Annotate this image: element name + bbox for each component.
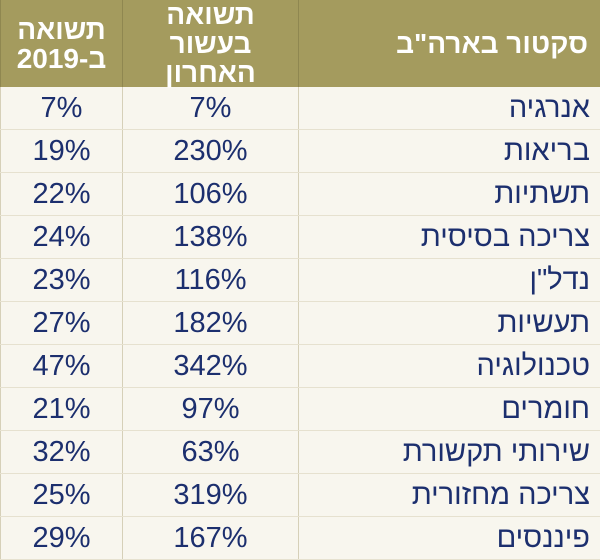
return-2019-cell: 7% xyxy=(1,87,123,130)
decade-return-cell: 106% xyxy=(123,173,299,216)
decade-return-cell: 97% xyxy=(123,388,299,431)
header-2019-return: תשואה ב-2019 xyxy=(1,0,123,87)
header-sector: סקטור בארה"ב xyxy=(299,0,600,87)
decade-return-cell: 116% xyxy=(123,259,299,302)
sector-cell: שירותי תקשורת xyxy=(299,431,600,474)
decade-return-cell: 7% xyxy=(123,87,299,130)
decade-return-cell: 182% xyxy=(123,302,299,345)
sector-cell: צריכה בסיסית xyxy=(299,216,600,259)
sector-cell: בריאות xyxy=(299,130,600,173)
sector-cell: נדל"ן xyxy=(299,259,600,302)
sector-cell: תשתיות xyxy=(299,173,600,216)
header-decade-return: תשואה בעשור האחרון xyxy=(123,0,299,87)
return-2019-cell: 22% xyxy=(1,173,123,216)
sector-cell: פיננסים xyxy=(299,517,600,560)
return-2019-cell: 47% xyxy=(1,345,123,388)
header-row: סקטור בארה"ב תשואה בעשור האחרון תשואה ב-… xyxy=(1,0,600,87)
decade-return-cell: 138% xyxy=(123,216,299,259)
return-2019-cell: 23% xyxy=(1,259,123,302)
decade-return-cell: 342% xyxy=(123,345,299,388)
sector-cell: תעשיות xyxy=(299,302,600,345)
decade-return-cell: 319% xyxy=(123,474,299,517)
return-2019-cell: 21% xyxy=(1,388,123,431)
return-2019-cell: 29% xyxy=(1,517,123,560)
return-2019-cell: 32% xyxy=(1,431,123,474)
decade-return-cell: 63% xyxy=(123,431,299,474)
return-2019-cell: 25% xyxy=(1,474,123,517)
sector-cell: טכנולוגיה xyxy=(299,345,600,388)
sector-cell: צריכה מחזורית xyxy=(299,474,600,517)
return-2019-cell: 19% xyxy=(1,130,123,173)
return-2019-cell: 27% xyxy=(1,302,123,345)
decade-return-cell: 230% xyxy=(123,130,299,173)
sector-cell: אנרגיה xyxy=(299,87,600,130)
sector-cell: חומרים xyxy=(299,388,600,431)
return-2019-cell: 24% xyxy=(1,216,123,259)
decade-return-cell: 167% xyxy=(123,517,299,560)
